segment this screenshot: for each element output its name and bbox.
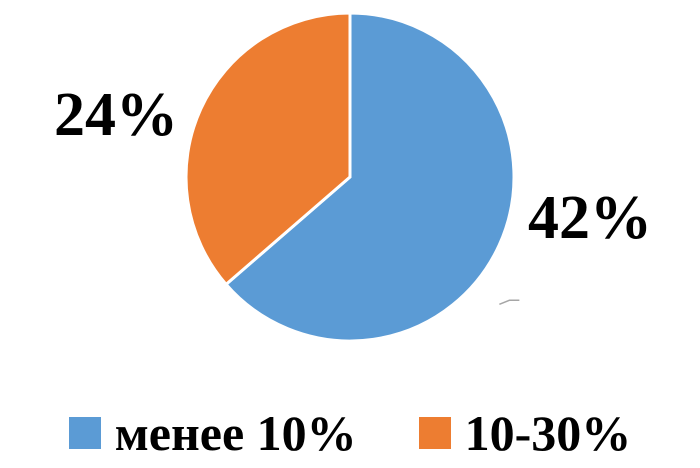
legend-item-10-30: 10-30% bbox=[418, 405, 632, 461]
data-label-10-30: 24% bbox=[54, 81, 178, 149]
legend-label-less-than-10: менее 10% bbox=[114, 405, 357, 461]
legend-label-10-30: 10-30% bbox=[464, 405, 632, 461]
data-labels: 42% 24% bbox=[54, 81, 652, 252]
pie-slices bbox=[184, 11, 516, 343]
leader-line-less-than-10 bbox=[499, 299, 520, 305]
legend-item-less-than-10: менее 10% bbox=[68, 405, 357, 461]
leader-lines bbox=[499, 299, 520, 305]
pie-slice-10-30 bbox=[184, 11, 352, 287]
legend-swatch-orange bbox=[418, 417, 451, 449]
data-label-less-than-10: 42% bbox=[528, 184, 652, 252]
legend-swatch-blue bbox=[68, 417, 101, 449]
chart-legend: менее 10% 10-30% bbox=[0, 403, 700, 463]
pie-slice-less-than-10 bbox=[223, 11, 516, 343]
